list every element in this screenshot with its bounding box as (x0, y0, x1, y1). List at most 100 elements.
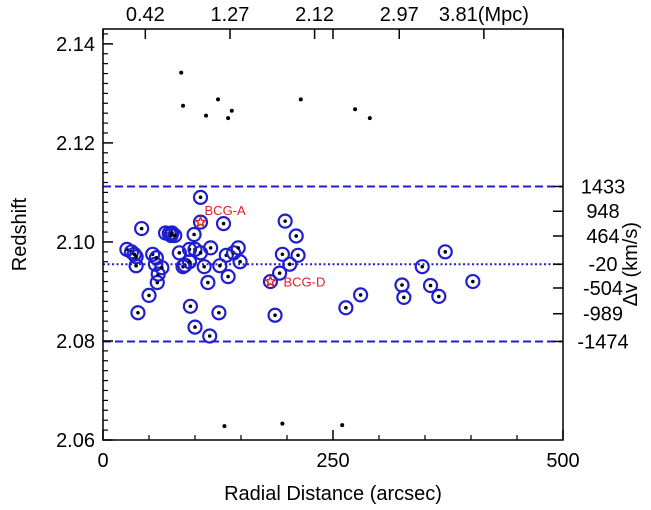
outlier-point (229, 108, 234, 113)
data-point (128, 258, 144, 274)
point-dot (147, 293, 151, 298)
point-dot (471, 279, 475, 284)
point-ring (134, 220, 150, 237)
data-point (171, 245, 187, 261)
y-tick-label: 2.10 (56, 232, 95, 254)
data-point (353, 287, 369, 303)
point-dot (172, 233, 177, 238)
outlier-point (179, 70, 184, 75)
point-dot (400, 283, 404, 287)
top-axis-tick-label: 3.81(Mpc) (439, 4, 529, 26)
x-axis-label: Radial Distance (arcsec) (224, 483, 442, 505)
point-dot (208, 246, 213, 250)
point-dot (177, 251, 182, 255)
point-ring (396, 289, 412, 305)
x-tick-label: 500 (546, 450, 579, 472)
data-point (394, 277, 410, 293)
data-point (181, 254, 198, 270)
point-dot (280, 252, 285, 257)
data-point (126, 246, 142, 262)
data-point (282, 256, 298, 272)
right-axis-tick-label: -1474 (577, 331, 628, 353)
right-axis-tick-label: 464 (586, 226, 619, 248)
point-dot (236, 246, 241, 250)
point-ring (414, 259, 430, 275)
x-tick-label: 250 (316, 450, 349, 472)
point-ring (274, 246, 290, 262)
data-point (211, 305, 227, 321)
bcg-annotation: BCG-A (205, 203, 247, 218)
outlier-point (181, 103, 186, 108)
x-tick-label: 0 (97, 450, 108, 472)
bcg-point (262, 273, 279, 290)
y-tick-label: 2.12 (56, 133, 95, 155)
data-point (167, 227, 183, 244)
point-ring (128, 258, 144, 274)
reference-lines (103, 185, 563, 343)
point-ring (353, 287, 369, 303)
point-ring (437, 244, 453, 260)
top-axis-tick-label: 1.27 (210, 4, 249, 26)
point-dot (420, 264, 425, 269)
point-ring (182, 298, 198, 314)
data-point (187, 319, 203, 335)
bcg-annotation: BCG-D (283, 275, 325, 290)
point-ring (187, 319, 203, 335)
point-ring (154, 260, 170, 276)
point-dot (358, 293, 363, 297)
point-dot (437, 294, 441, 299)
data-point (431, 288, 447, 304)
data-point (277, 213, 293, 229)
point-dot (428, 283, 433, 288)
point-dot (296, 253, 300, 258)
top-axis-tick-label: 2.97 (380, 4, 419, 26)
point-ring (282, 256, 298, 272)
data-point (141, 287, 157, 304)
y-tick-label: 2.08 (56, 331, 95, 353)
point-dot (402, 295, 406, 300)
right-axis-tick-label: -989 (583, 304, 623, 326)
point-ring (200, 274, 216, 291)
outlier-point (280, 421, 285, 426)
point-dot (134, 254, 138, 259)
plot-frame (102, 28, 564, 441)
data-point (192, 189, 209, 205)
point-ring (338, 300, 354, 316)
point-ring (128, 249, 144, 265)
data-point (267, 307, 283, 323)
data-point (414, 259, 430, 275)
data-markers (119, 70, 481, 429)
bcg-star (263, 274, 278, 288)
point-ring (123, 244, 140, 260)
data-point (232, 254, 248, 270)
point-ring (465, 273, 481, 290)
point-ring (130, 305, 146, 321)
point-ring (288, 228, 304, 244)
data-point (396, 289, 412, 305)
data-point (186, 226, 202, 243)
data-point (202, 328, 218, 344)
outlier-point (340, 423, 345, 428)
data-point (196, 259, 212, 275)
outlier-point (226, 116, 231, 121)
point-dot (198, 251, 203, 255)
data-point (437, 244, 453, 260)
right-axis-tick-label: -20 (589, 254, 618, 276)
point-dot (206, 280, 210, 285)
data-point (215, 216, 232, 232)
point-ring (422, 277, 439, 294)
data-point (288, 228, 304, 244)
point-ring (196, 259, 212, 275)
point-ring (272, 265, 288, 281)
point-ring (215, 216, 232, 232)
point-dot (132, 252, 137, 257)
data-point (338, 300, 354, 316)
y-tick-label: 2.14 (56, 34, 95, 56)
outlier-point (216, 97, 220, 102)
outlier-point (222, 424, 227, 429)
point-dot (344, 305, 348, 310)
point-ring (167, 227, 183, 244)
point-ring (171, 245, 187, 261)
point-dot (198, 195, 203, 200)
y-axis-label: Redshift (9, 197, 31, 271)
